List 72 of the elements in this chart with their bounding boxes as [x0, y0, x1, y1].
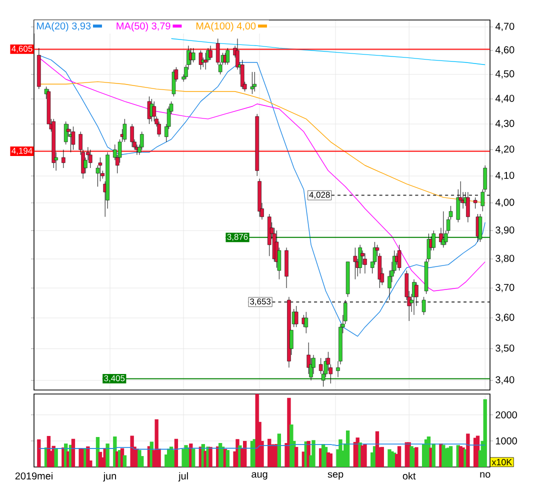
x-tick-label: okt	[402, 472, 416, 480]
candlestick	[304, 312, 308, 334]
y-tick-label: 4,30	[495, 120, 514, 128]
y-tick-label: 4,00	[495, 198, 514, 208]
y-tick-label: 3,80	[496, 254, 514, 264]
bar	[208, 446, 212, 467]
bar	[277, 434, 282, 467]
y-tick-label: 4,50	[495, 70, 514, 79]
candlestick	[216, 38, 220, 65]
candlestick	[252, 72, 257, 92]
x-tick-label: jul	[178, 472, 188, 482]
candlestick	[208, 45, 212, 60]
y-tick-label: 4,40	[495, 94, 514, 104]
y-tick-label: 3,50	[496, 344, 514, 353]
y-tick-label: 2000	[496, 411, 517, 418]
bar	[294, 446, 298, 467]
y-tick-label: 3,60	[496, 314, 514, 322]
candlestick	[294, 306, 298, 328]
ref-line-label: 4,028	[309, 192, 330, 199]
candlestick	[473, 197, 478, 209]
x-tick-label: no	[480, 472, 490, 478]
bar	[106, 444, 110, 467]
candlestick	[466, 192, 470, 223]
bar	[363, 444, 367, 467]
legend-label: MA(100) 4,00	[196, 22, 256, 32]
bar	[346, 430, 350, 467]
x-tick-label: jun	[103, 472, 116, 482]
candlestick	[250, 72, 254, 94]
bar	[414, 447, 418, 467]
candlestick	[226, 48, 230, 65]
bar	[54, 448, 58, 467]
x-tick-label: aug	[252, 472, 268, 480]
ref-line-label: 3,876	[227, 234, 248, 241]
candlestick	[478, 214, 482, 242]
candlestick	[448, 206, 453, 220]
y-tick-label: 3,70	[496, 284, 514, 292]
candlestick	[422, 296, 426, 316]
ref-line-label: 4,605	[12, 46, 32, 53]
bar	[37, 439, 41, 467]
x-tick-label: sep	[328, 472, 344, 480]
bar	[397, 446, 402, 467]
bar	[122, 455, 127, 467]
line-series	[170, 38, 486, 66]
candlestick	[64, 121, 68, 145]
y-tick-label: 4,20	[495, 146, 514, 154]
bar	[312, 440, 316, 467]
ref-line-label: 4,194	[12, 148, 32, 155]
bar	[192, 448, 196, 467]
bar	[243, 440, 247, 467]
bar	[483, 399, 487, 467]
candlestick	[218, 62, 222, 75]
y-tick-label: 4,10	[495, 172, 514, 180]
y-tick-label: 3,90	[496, 226, 514, 235]
bar	[380, 446, 384, 467]
ref-line-label: 3,653	[250, 298, 271, 306]
y-tick-label: 1000	[496, 437, 517, 444]
y-tick-label: 4,70	[495, 22, 514, 32]
bar	[448, 446, 453, 467]
y-tick-label: 3,40	[496, 376, 514, 384]
candlestick	[191, 48, 196, 63]
y-tick-label: 4,60	[495, 46, 514, 55]
ref-line-label: 3,405	[104, 375, 125, 382]
legend-label: MA(50) 3,79	[116, 22, 170, 32]
legend-label: MA(20) 3,93	[37, 22, 91, 32]
candlestick	[62, 149, 66, 168]
candlestick	[130, 124, 134, 148]
x-tick-label: 2019mei	[15, 472, 52, 480]
bar	[328, 453, 332, 467]
bar	[174, 438, 178, 467]
bar	[71, 438, 76, 467]
y-axis-title: x10K	[492, 458, 512, 466]
bar	[226, 450, 230, 467]
